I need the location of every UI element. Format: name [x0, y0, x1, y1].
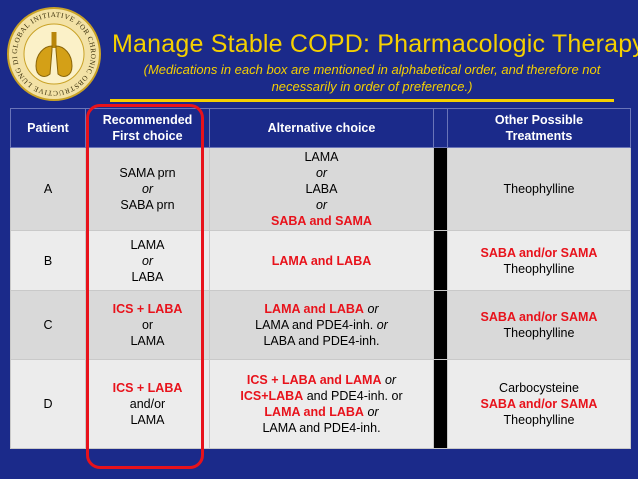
alternative-cell: LAMA and LABA — [209, 230, 434, 291]
alt-line: LAMA — [304, 150, 339, 164]
alt-line-group: ICS+LABA and PDE4-inh. or — [213, 388, 430, 404]
other-line: SABA and/or SAMA — [480, 245, 598, 260]
alt-line: and PDE4-inh. or — [306, 389, 403, 403]
gold-logo: GLOBAL INITIATIVE FOR CHRONIC OBSTRUCTIV… — [6, 6, 101, 101]
alt-line: or — [376, 318, 388, 332]
other-line: Theophylline — [503, 413, 575, 427]
other-line: SABA and/or SAMA — [480, 397, 598, 411]
title-divider — [110, 99, 614, 102]
table-row: C ICS + LABA or LAMA LAMA and LABA or LA… — [10, 290, 631, 360]
alt-line: LAMA and PDE4-inh. — [262, 421, 381, 435]
alt-line: LAMA and LABA — [264, 302, 364, 316]
other-line: Theophylline — [503, 326, 575, 340]
header-other-line1: Other Possible — [494, 113, 584, 127]
alt-line: or — [367, 405, 379, 419]
first-line: or — [141, 253, 154, 268]
first-choice-highlight — [86, 104, 204, 469]
alt-line: LABA — [305, 182, 338, 196]
other-line: Theophylline — [503, 182, 575, 196]
spacer-cell — [433, 230, 448, 291]
other-cell: Carbocysteine SABA and/or SAMA Theophyll… — [447, 359, 631, 449]
first-line: LABA — [131, 269, 164, 284]
first-choice-cell: SAMA prn or SABA prn — [85, 147, 210, 231]
alt-line: or — [367, 302, 379, 316]
patient-cell: A — [10, 147, 86, 231]
table-row: B LAMA or LABA LAMA and LABA SABA and/or… — [10, 230, 631, 291]
header-spacer — [433, 108, 448, 148]
first-line: SAMA prn — [119, 166, 176, 180]
table-row: A SAMA prn or SABA prn LAMA or LABA or S… — [10, 147, 631, 231]
other-line: SABA and/or SAMA — [480, 310, 598, 324]
header-first-line1: Recommended — [102, 113, 193, 127]
spacer-cell — [433, 290, 448, 360]
alternative-cell: ICS + LABA and LAMA or ICS+LABA and PDE4… — [209, 359, 434, 449]
first-line: SABA prn — [120, 198, 175, 212]
patient-cell: B — [10, 230, 86, 291]
therapy-table: Patient Recommended First choice Alterna… — [10, 108, 631, 449]
first-line: ICS + LABA — [112, 381, 183, 395]
alt-line: or — [315, 166, 328, 180]
first-choice-cell: LAMA or LABA — [85, 230, 210, 291]
first-line: LAMA — [130, 413, 165, 427]
patient-cell: D — [10, 359, 86, 449]
alt-line: or — [315, 198, 328, 212]
alt-line: ICS+LABA — [240, 389, 304, 403]
spacer-cell — [433, 359, 448, 449]
other-line: Carbocysteine — [499, 381, 579, 395]
header-other-line2: Treatments — [505, 129, 573, 143]
alt-line: ICS + LABA and LAMA — [246, 373, 382, 387]
slide-subtitle: (Medications in each box are mentioned i… — [143, 62, 601, 94]
other-cell: SABA and/or SAMA Theophylline — [447, 290, 631, 360]
table-row: D ICS + LABA and/or LAMA ICS + LABA and … — [10, 359, 631, 449]
first-line: LAMA — [130, 237, 165, 252]
first-line: ICS + LABA — [112, 302, 183, 316]
first-line: and/or — [129, 397, 166, 411]
alternative-cell: LAMA and LABA or LAMA and PDE4-inh. or L… — [209, 290, 434, 360]
alt-line-group: ICS + LABA and LAMA or — [213, 372, 430, 388]
alt-line-group: LAMA and PDE4-inh. or — [213, 317, 430, 333]
header-first-choice: Recommended First choice — [85, 108, 210, 148]
other-line: Theophylline — [503, 261, 575, 276]
table-header-row: Patient Recommended First choice Alterna… — [10, 108, 631, 148]
header-alternative: Alternative choice — [209, 108, 434, 148]
alt-line: or — [384, 373, 397, 387]
alt-line: LABA and PDE4-inh. — [263, 334, 380, 348]
first-choice-cell: ICS + LABA and/or LAMA — [85, 359, 210, 449]
alt-line: SABA and SAMA — [271, 214, 372, 228]
other-cell: Theophylline — [447, 147, 631, 231]
alt-line: LAMA and LABA — [271, 253, 372, 268]
alternative-cell: LAMA or LABA or SABA and SAMA — [209, 147, 434, 231]
first-choice-cell: ICS + LABA or LAMA — [85, 290, 210, 360]
alt-line-group: LAMA and LABA or — [213, 301, 430, 317]
first-line: LAMA — [130, 334, 165, 348]
alt-line: LAMA and LABA — [264, 405, 364, 419]
header-patient: Patient — [10, 108, 86, 148]
spacer-cell — [433, 147, 448, 231]
patient-cell: C — [10, 290, 86, 360]
header-other: Other Possible Treatments — [447, 108, 631, 148]
alt-line: LAMA and PDE4-inh. — [255, 318, 374, 332]
header-first-line2: First choice — [112, 129, 183, 143]
other-cell: SABA and/or SAMA Theophylline — [447, 230, 631, 291]
first-line: or — [141, 182, 154, 196]
slide-title: Manage Stable COPD: Pharmacologic Therap… — [112, 30, 638, 58]
alt-line-group: LAMA and LABA or — [213, 404, 430, 420]
first-line: or — [141, 318, 154, 332]
